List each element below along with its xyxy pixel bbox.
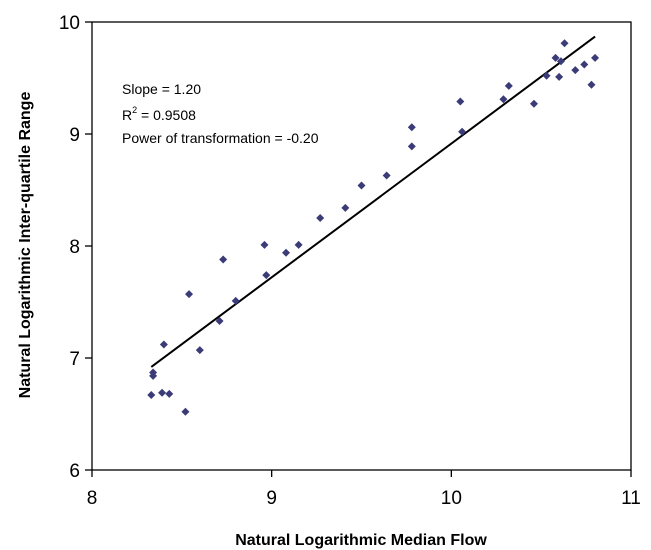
annotations: Slope = 1.20 R2 = 0.9508 Power of transf…	[122, 81, 319, 146]
y-tick-label: 7	[69, 349, 80, 370]
data-point	[407, 142, 416, 151]
data-point	[147, 390, 156, 399]
data-point	[149, 368, 158, 377]
ticks: 8 9 10 11 6 7 8 9 10	[59, 13, 641, 509]
data-point	[185, 290, 194, 299]
data-point	[571, 66, 580, 75]
data-point	[587, 80, 596, 89]
data-point	[165, 389, 174, 398]
data-point	[407, 123, 416, 132]
data-point	[580, 60, 589, 69]
data-point	[341, 203, 350, 212]
data-point	[282, 248, 291, 257]
data-point	[158, 388, 167, 397]
data-point	[231, 296, 240, 305]
data-point	[215, 317, 224, 326]
data-point	[316, 214, 325, 222]
data-point	[556, 57, 565, 66]
data-point	[294, 240, 303, 249]
annotation-r2-prefix: R	[122, 107, 132, 123]
annotation-slope: Slope = 1.20	[122, 81, 201, 97]
data-point	[357, 181, 366, 190]
annotation-r2-value: = 0.9508	[137, 107, 196, 123]
x-axis-label: Natural Logarithmic Median Flow	[235, 532, 487, 549]
y-tick-label: 8	[69, 237, 80, 258]
data-point	[529, 99, 538, 108]
data-point	[458, 127, 467, 136]
trend-line	[150, 35, 596, 368]
annotation-r2: R2 = 0.9508	[122, 105, 196, 123]
data-point	[555, 72, 564, 81]
y-tick-label: 6	[69, 461, 80, 482]
annotation-r2-sup: 2	[132, 105, 137, 115]
data-point	[542, 71, 551, 80]
data-point	[262, 271, 271, 280]
data-point	[591, 53, 600, 62]
x-tick-label: 9	[266, 488, 277, 509]
data-point	[504, 81, 513, 90]
y-tick-label: 10	[59, 13, 80, 34]
data-point	[560, 39, 569, 48]
data-point	[551, 53, 560, 62]
trend-line-group	[150, 35, 596, 368]
data-point	[195, 346, 204, 355]
annotation-power: Power of transformation = -0.20	[122, 130, 319, 146]
data-point	[181, 407, 190, 416]
data-points	[147, 39, 600, 416]
data-point	[219, 255, 228, 264]
data-point	[382, 171, 391, 180]
x-tick-label: 10	[441, 488, 462, 509]
data-point	[456, 97, 465, 106]
x-tick-label: 8	[87, 488, 98, 509]
y-tick-label: 9	[69, 125, 80, 146]
data-point	[499, 95, 508, 104]
data-point	[159, 340, 168, 349]
x-tick-label: 11	[621, 488, 641, 509]
y-axis-label: Natural Logarithmic Inter-quartile Range	[17, 92, 34, 399]
data-point	[260, 240, 269, 249]
